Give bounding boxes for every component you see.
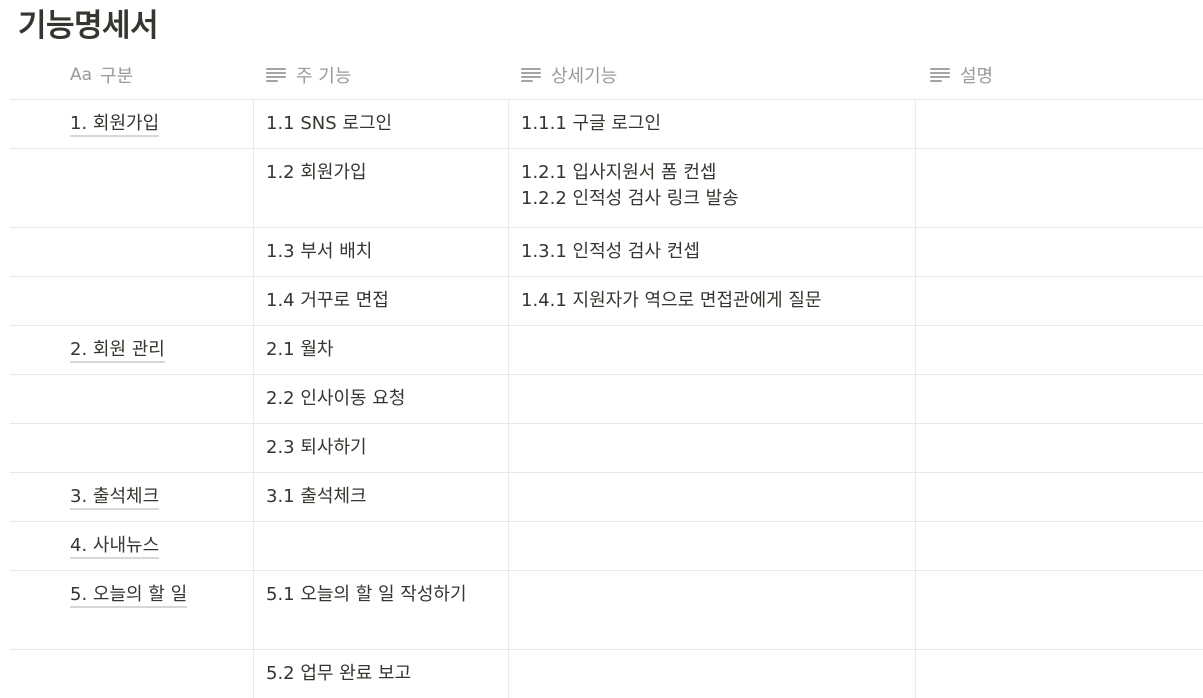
cell-main-function[interactable]: 5.1 오늘의 할 일 작성하기 (254, 571, 509, 649)
table-row[interactable]: 2.2 인사이동 요청 (10, 375, 1203, 424)
column-header-main[interactable]: 주 기능 (254, 50, 509, 99)
cell-detail-function[interactable] (509, 522, 916, 570)
detail-line: 1.4.1 지원자가 역으로 면접관에게 질문 (521, 290, 822, 311)
cell-detail-function[interactable] (509, 375, 916, 423)
cell-main-function[interactable]: 2.2 인사이동 요청 (254, 375, 509, 423)
cell-description[interactable] (916, 571, 1203, 649)
table-header: Aa 구분 주 기능 상세기능 설명 (10, 50, 1203, 100)
column-header-desc[interactable]: 설명 (916, 50, 1203, 99)
detail-line: 1.3.1 인적성 검사 컨셉 (521, 241, 700, 262)
cell-detail-function[interactable] (509, 650, 916, 698)
table-row[interactable]: 1.4 거꾸로 면접 1.4.1 지원자가 역으로 면접관에게 질문 (10, 277, 1203, 326)
table-row[interactable]: 4. 사내뉴스 (10, 522, 1203, 571)
cell-category[interactable]: 5. 오늘의 할 일 (10, 571, 254, 649)
cell-description[interactable] (916, 650, 1203, 698)
column-header-name[interactable]: Aa 구분 (10, 50, 254, 99)
title-property-icon: Aa (70, 64, 93, 85)
cell-detail-function[interactable]: 1.3.1 인적성 검사 컨셉 (509, 228, 916, 276)
cell-description[interactable] (916, 228, 1203, 276)
feature-spec-table: Aa 구분 주 기능 상세기능 설명 1. 회원가입 1.1 SNS 로그인 1.1… (10, 50, 1203, 698)
table-row[interactable]: 2. 회원 관리 2.1 월차 (10, 326, 1203, 375)
table-row[interactable]: 5.2 업무 완료 보고 (10, 650, 1203, 698)
column-header-label: 구분 (100, 65, 134, 87)
cell-category[interactable] (10, 375, 254, 423)
column-header-label: 상세기능 (551, 65, 618, 87)
cell-description[interactable] (916, 522, 1203, 570)
cell-detail-function[interactable]: 1.2.1 입사지원서 폼 컨셉 1.2.2 인적성 검사 링크 발송 (509, 149, 916, 227)
cell-detail-function[interactable] (509, 571, 916, 649)
text-property-icon (930, 67, 950, 83)
detail-line: 1.2.1 입사지원서 폼 컨셉 (521, 162, 717, 183)
cell-description[interactable] (916, 326, 1203, 374)
cell-main-function[interactable]: 2.1 월차 (254, 326, 509, 374)
cell-detail-function[interactable] (509, 326, 916, 374)
table-row[interactable]: 1. 회원가입 1.1 SNS 로그인 1.1.1 구글 로그인 (10, 100, 1203, 149)
column-header-label: 설명 (960, 65, 994, 87)
category-title-link[interactable]: 5. 오늘의 할 일 (70, 584, 188, 608)
cell-detail-function[interactable]: 1.1.1 구글 로그인 (509, 100, 916, 148)
cell-main-function[interactable]: 1.3 부서 배치 (254, 228, 509, 276)
cell-main-function[interactable]: 1.2 회원가입 (254, 149, 509, 227)
detail-line: 1.1.1 구글 로그인 (521, 113, 662, 134)
cell-description[interactable] (916, 149, 1203, 227)
cell-category[interactable]: 4. 사내뉴스 (10, 522, 254, 570)
cell-main-function[interactable]: 5.2 업무 완료 보고 (254, 650, 509, 698)
cell-detail-function[interactable] (509, 473, 916, 521)
column-header-detail[interactable]: 상세기능 (509, 50, 916, 99)
text-property-icon (266, 67, 286, 83)
cell-category[interactable]: 3. 출석체크 (10, 473, 254, 521)
table-row[interactable]: 3. 출석체크 3.1 출석체크 (10, 473, 1203, 522)
cell-category[interactable] (10, 424, 254, 472)
cell-main-function[interactable]: 3.1 출석체크 (254, 473, 509, 521)
cell-main-function[interactable] (254, 522, 509, 570)
category-title-link[interactable]: 4. 사내뉴스 (70, 535, 160, 559)
cell-category[interactable] (10, 277, 254, 325)
page-title: 기능명세서 (18, 8, 159, 44)
cell-description[interactable] (916, 473, 1203, 521)
text-property-icon (521, 67, 541, 83)
category-title-link[interactable]: 2. 회원 관리 (70, 339, 165, 363)
table-row[interactable]: 1.2 회원가입 1.2.1 입사지원서 폼 컨셉 1.2.2 인적성 검사 링크 … (10, 149, 1203, 228)
cell-detail-function[interactable]: 1.4.1 지원자가 역으로 면접관에게 질문 (509, 277, 916, 325)
table-row[interactable]: 2.3 퇴사하기 (10, 424, 1203, 473)
category-title-link[interactable]: 3. 출석체크 (70, 486, 160, 510)
table-body: 1. 회원가입 1.1 SNS 로그인 1.1.1 구글 로그인 1.2 회원가입 1.… (10, 100, 1203, 698)
detail-line: 1.2.2 인적성 검사 링크 발송 (521, 188, 739, 209)
cell-main-function[interactable]: 2.3 퇴사하기 (254, 424, 509, 472)
cell-description[interactable] (916, 424, 1203, 472)
cell-main-function[interactable]: 1.1 SNS 로그인 (254, 100, 509, 148)
cell-description[interactable] (916, 277, 1203, 325)
cell-main-function[interactable]: 1.4 거꾸로 면접 (254, 277, 509, 325)
cell-detail-function[interactable] (509, 424, 916, 472)
cell-description[interactable] (916, 375, 1203, 423)
cell-category[interactable] (10, 149, 254, 227)
table-row[interactable]: 1.3 부서 배치 1.3.1 인적성 검사 컨셉 (10, 228, 1203, 277)
cell-category[interactable] (10, 650, 254, 698)
category-title-link[interactable]: 1. 회원가입 (70, 113, 160, 137)
cell-description[interactable] (916, 100, 1203, 148)
column-header-label: 주 기능 (296, 65, 352, 87)
table-row[interactable]: 5. 오늘의 할 일 5.1 오늘의 할 일 작성하기 (10, 571, 1203, 650)
cell-category[interactable] (10, 228, 254, 276)
cell-category[interactable]: 2. 회원 관리 (10, 326, 254, 374)
cell-category[interactable]: 1. 회원가입 (10, 100, 254, 148)
